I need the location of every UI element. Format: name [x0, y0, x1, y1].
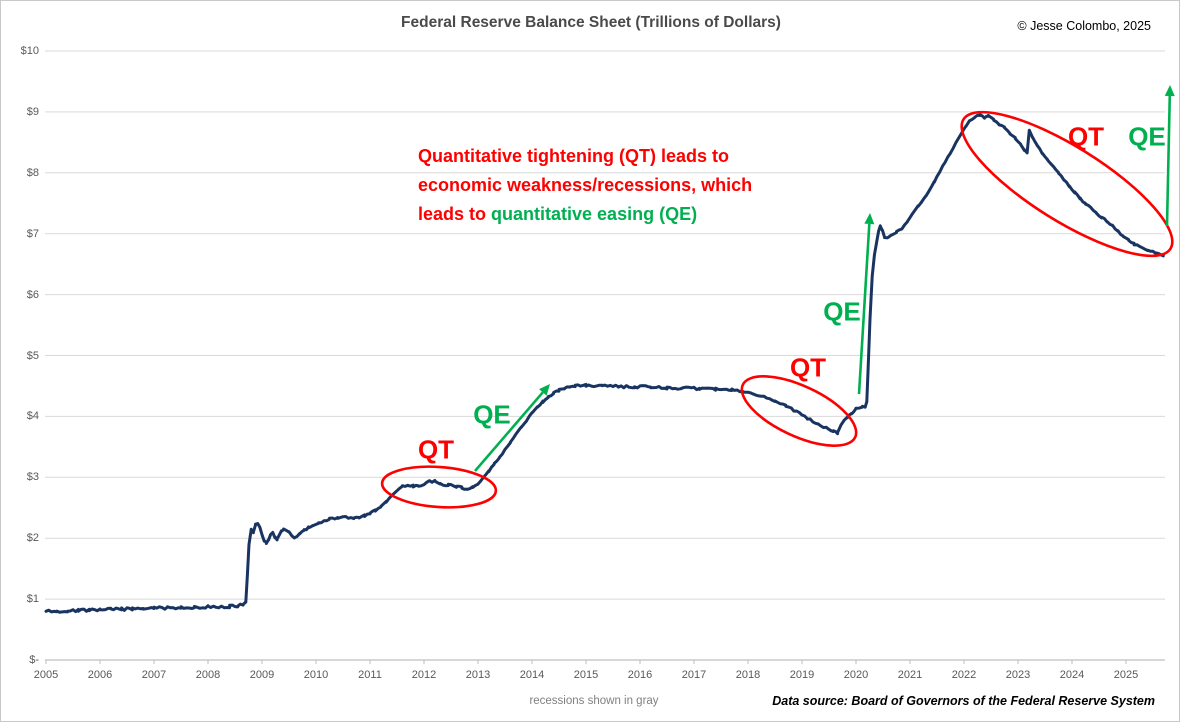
qt-ellipse [740, 375, 858, 447]
annotation-line-3: leads to quantitative easing (QE) [418, 200, 752, 229]
annotation-line-3-green: quantitative easing (QE) [491, 204, 698, 224]
y-axis-label: $- [29, 654, 39, 666]
qe-arrow-shaft [1165, 95, 1172, 227]
qe-arrow-head [864, 213, 875, 225]
x-axis-label: 2021 [897, 669, 923, 681]
qe-label: QE [823, 296, 861, 327]
x-axis-label: 2022 [951, 669, 977, 681]
qe-label: QE [473, 399, 511, 430]
chart-title: Federal Reserve Balance Sheet (Trillions… [401, 14, 781, 31]
y-axis-label: $5 [26, 349, 39, 362]
qe-arrow-shaft [857, 223, 871, 395]
qt-ellipse [380, 465, 498, 509]
x-axis-label: 2009 [249, 669, 275, 681]
y-axis-label: $9 [26, 105, 39, 118]
copyright-notice: © Jesse Colombo, 2025 [1017, 19, 1151, 33]
y-axis-label: $7 [26, 227, 39, 240]
qe-arrow-head [539, 384, 550, 396]
x-axis-label: 2005 [33, 669, 59, 681]
x-axis-label: 2016 [627, 669, 653, 681]
qt-qe-annotation: Quantitative tightening (QT) leads to ec… [418, 142, 752, 229]
x-axis-label: 2017 [681, 669, 707, 681]
x-axis-label: 2008 [195, 669, 221, 681]
x-axis-label: 2023 [1005, 669, 1031, 681]
y-axis-label: $10 [20, 45, 39, 57]
annotation-line-1: Quantitative tightening (QT) leads to [418, 146, 730, 166]
y-axis-label: $4 [26, 410, 39, 423]
x-axis-label: 2011 [358, 669, 382, 681]
y-axis-label: $1 [26, 593, 39, 606]
y-axis-label: $2 [26, 532, 39, 545]
x-axis-label: 2018 [735, 669, 761, 681]
x-axis-label: 2015 [573, 669, 599, 681]
qt-label: QT [1067, 121, 1105, 152]
annotation-line-2: economic weakness/recessions, which [418, 175, 753, 195]
qe-arrow-shaft [474, 391, 544, 472]
qe-arrow-head [1164, 85, 1175, 97]
x-axis-label: 2012 [411, 669, 437, 681]
y-axis-label: $6 [26, 288, 39, 301]
y-axis-label: $8 [26, 166, 39, 179]
qt-label: QT [789, 352, 827, 383]
x-axis-label: 2006 [87, 669, 113, 681]
fed-balance-line [44, 113, 1165, 614]
qe-label: QE [1128, 121, 1166, 152]
data-source-note: Data source: Board of Governors of the F… [772, 694, 1155, 708]
x-axis-label: 2014 [519, 669, 545, 681]
qt-ellipse [960, 110, 1174, 258]
recessions-note: recessions shown in gray [529, 695, 659, 707]
qt-label: QT [417, 434, 455, 465]
x-axis-label: 2025 [1113, 669, 1139, 681]
x-axis-label: 2013 [465, 669, 491, 681]
y-axis-label: $3 [26, 471, 39, 484]
x-axis-label: 2010 [303, 669, 329, 681]
annotation-line-3-red: leads to [418, 204, 492, 224]
x-axis-label: 2020 [843, 669, 869, 681]
x-axis-label: 2024 [1059, 669, 1085, 681]
x-axis-label: 2007 [141, 669, 167, 681]
x-axis-label: 2019 [789, 669, 815, 681]
